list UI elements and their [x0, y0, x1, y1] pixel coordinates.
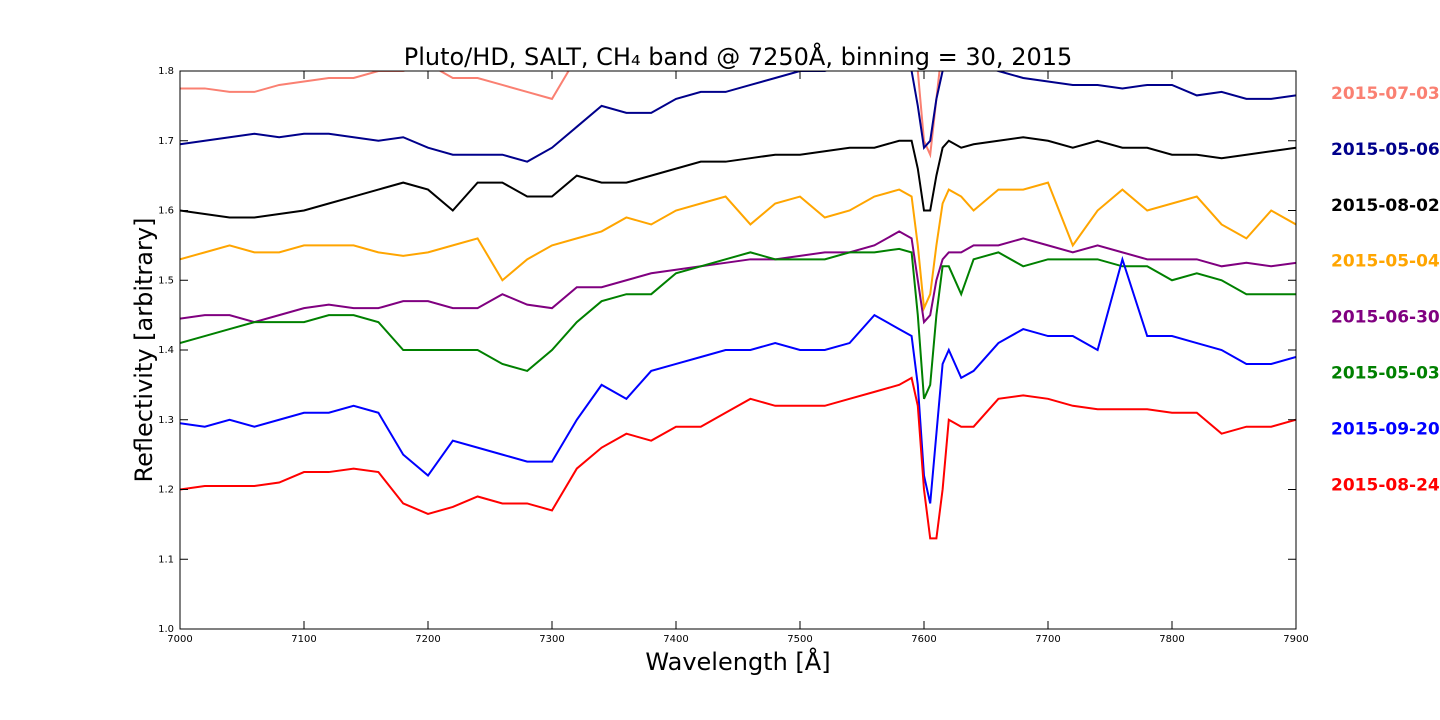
legend-label: 2015-08-24 — [1331, 475, 1440, 495]
data-line — [180, 136, 1296, 219]
y-tick-label: 1.5 — [158, 275, 174, 286]
x-tick-label: 7100 — [291, 634, 316, 645]
legend-label: 2015-08-02 — [1331, 196, 1440, 216]
data-line — [180, 71, 1296, 163]
legend-label: 2015-05-03 — [1331, 364, 1440, 384]
chart-title: Pluto/HD, SALT, CH₄ band @ 7250Å, binnin… — [404, 42, 1073, 71]
x-axis-label: Wavelength [Å] — [645, 647, 830, 676]
legend-label: 2015-06-30 — [1331, 308, 1440, 328]
y-tick-label: 1.3 — [158, 415, 174, 426]
y-tick-label: 1.6 — [158, 206, 174, 217]
x-tick-label: 7400 — [663, 634, 688, 645]
y-tick-label: 1.4 — [158, 345, 174, 356]
data-line — [180, 247, 1296, 400]
y-axis-label: Reflectivity [arbitrary] — [130, 218, 158, 483]
plot-lines — [180, 71, 1296, 540]
y-tick-label: 1.1 — [158, 554, 174, 565]
y-tick-label: 1.2 — [158, 485, 174, 496]
x-tick-label: 7900 — [1283, 634, 1308, 645]
data-line — [180, 181, 1296, 313]
x-tick-label: 7800 — [1159, 634, 1184, 645]
data-line — [180, 376, 1296, 540]
legend-label: 2015-07-03 — [1331, 84, 1440, 104]
data-line — [180, 255, 1296, 504]
x-tick-label: 7600 — [911, 634, 936, 645]
y-tick-label: 1.0 — [158, 624, 174, 635]
data-line — [180, 230, 1296, 325]
legend-label: 2015-05-04 — [1331, 252, 1440, 272]
y-tick-label: 1.7 — [158, 136, 174, 147]
x-tick-label: 7300 — [539, 634, 564, 645]
x-tick-label: 7500 — [787, 634, 812, 645]
x-tick-label: 7200 — [415, 634, 440, 645]
y-tick-label: 1.8 — [158, 66, 174, 77]
legend-label: 2015-09-20 — [1331, 419, 1440, 439]
x-tick-label: 7000 — [167, 634, 192, 645]
x-tick-label: 7700 — [1035, 634, 1060, 645]
legend-label: 2015-05-06 — [1331, 140, 1440, 160]
